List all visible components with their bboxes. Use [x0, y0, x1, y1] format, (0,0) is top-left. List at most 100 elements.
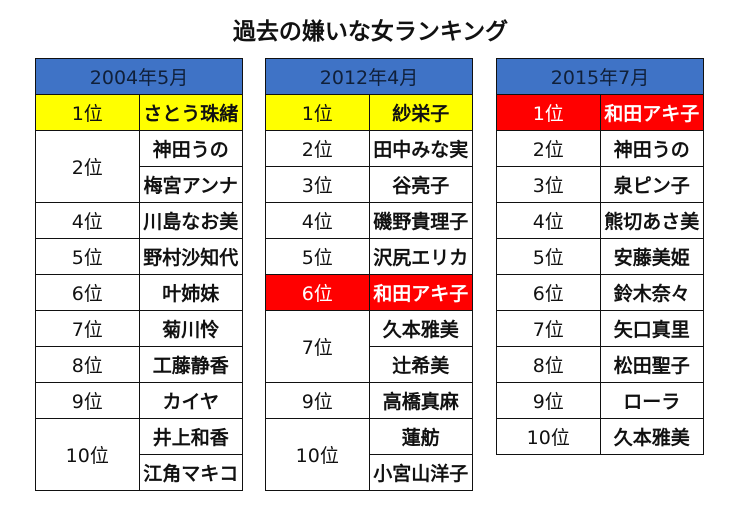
rank-row: 8位 工藤静香 — [35, 346, 243, 383]
ranking-table: 2015年7月 1位 和田アキ子 2位 神田うの 3位 泉ピン子 4位 熊切あさ美 5位 安藤美姫 6… — [496, 58, 704, 455]
name-cell: 小宮山洋子 — [368, 454, 473, 491]
rank-cell: 1位 — [496, 94, 601, 131]
rank-row: 5位 沢尻エリカ — [265, 238, 473, 275]
rank-row: 2位 神田うの — [496, 130, 704, 167]
name-cell: 辻希美 — [368, 346, 473, 383]
rank-cell: 2位 — [35, 130, 140, 203]
rank-cell: 4位 — [496, 202, 601, 239]
rank-cell: 6位 — [265, 274, 370, 311]
header-row: 2015年7月 — [496, 58, 704, 95]
rank-cell: 4位 — [265, 202, 370, 239]
name-cell: 高橋真麻 — [368, 382, 473, 419]
rank-cell: 5位 — [496, 238, 601, 275]
rank-row: 10位 井上和香 — [35, 418, 243, 491]
rank-cell: 9位 — [496, 382, 601, 419]
rank-cell: 1位 — [35, 94, 140, 131]
ranking-table: 2004年5月 1位 さとう珠緒 2位 神田うの 梅宮アンナ 4位 川島なお美 5位 野村沙知代 6… — [35, 58, 243, 491]
rank-row: 1位 和田アキ子 — [496, 94, 704, 131]
name-cell: 谷亮子 — [368, 166, 473, 203]
name-cell: 泉ピン子 — [599, 166, 704, 203]
rank-row: 7位 菊川怜 — [35, 310, 243, 347]
header-cell: 2012年4月 — [265, 58, 473, 95]
rank-row: 2位 田中みな実 — [265, 130, 473, 167]
name-cell: 矢口真里 — [599, 310, 704, 347]
rank-row: 7位 矢口真里 — [496, 310, 704, 347]
rank-cell: 10位 — [496, 418, 601, 455]
rank-cell: 8位 — [496, 346, 601, 383]
rank-cell: 5位 — [35, 238, 140, 275]
rank-cell: 3位 — [265, 166, 370, 203]
rank-row: 4位 磯野貴理子 — [265, 202, 473, 239]
rank-row: 9位 高橋真麻 — [265, 382, 473, 419]
rank-cell: 10位 — [35, 418, 140, 491]
rank-row: 2位 神田うの — [35, 130, 243, 203]
rank-row: 6位 鈴木奈々 — [496, 274, 704, 311]
header-cell: 2004年5月 — [35, 58, 243, 95]
rank-row: 3位 谷亮子 — [265, 166, 473, 203]
rank-cell: 8位 — [35, 346, 140, 383]
rank-cell: 7位 — [496, 310, 601, 347]
rank-row: 7位 久本雅美 — [265, 310, 473, 383]
name-cell: 松田聖子 — [599, 346, 704, 383]
name-cell: 沢尻エリカ — [368, 238, 473, 275]
header-cell: 2015年7月 — [496, 58, 704, 95]
name-cell: 川島なお美 — [138, 202, 243, 239]
name-cell: 野村沙知代 — [138, 238, 243, 275]
rank-row: 4位 川島なお美 — [35, 202, 243, 239]
name-cell: 田中みな実 — [368, 130, 473, 167]
name-cell: 神田うの — [599, 130, 704, 167]
rank-row: 10位 久本雅美 — [496, 418, 704, 455]
rank-cell: 6位 — [35, 274, 140, 311]
name-cell: 江角マキコ — [138, 454, 243, 491]
name-cell: 神田うの — [138, 130, 243, 167]
rank-row: 8位 松田聖子 — [496, 346, 704, 383]
rank-row: 1位 紗栄子 — [265, 94, 473, 131]
header-row: 2004年5月 — [35, 58, 243, 95]
rank-cell: 2位 — [496, 130, 601, 167]
rank-cell: 5位 — [265, 238, 370, 275]
rank-row: 小宮山洋子 — [266, 454, 473, 491]
name-cell: 安藤美姫 — [599, 238, 704, 275]
name-cell: 井上和香 — [138, 418, 243, 455]
title: 過去の嫌いな女ランキング — [232, 19, 509, 45]
name-cell: 梅宮アンナ — [138, 166, 243, 203]
rank-row: 梅宮アンナ — [36, 166, 243, 203]
rank-row: 6位 和田アキ子 — [265, 274, 473, 311]
name-cell: 叶姉妹 — [138, 274, 243, 311]
rank-cell: 6位 — [496, 274, 601, 311]
rank-cell: 7位 — [35, 310, 140, 347]
rank-row: 9位 カイヤ — [35, 382, 243, 419]
rank-cell: 9位 — [265, 382, 370, 419]
rank-row: 3位 泉ピン子 — [496, 166, 704, 203]
name-cell: 工藤静香 — [138, 346, 243, 383]
name-cell: 和田アキ子 — [368, 274, 473, 311]
rank-row: 10位 蓮舫 — [265, 418, 473, 491]
rank-row: 6位 叶姉妹 — [35, 274, 243, 311]
ranking-table: 2012年4月 1位 紗栄子 2位 田中みな実 3位 谷亮子 4位 磯野貴理子 5位 沢尻エリカ 6位… — [265, 58, 473, 491]
rank-cell: 9位 — [35, 382, 140, 419]
rank-row: 9位 ローラ — [496, 382, 704, 419]
rank-cell: 10位 — [265, 418, 370, 491]
rank-row: 1位 さとう珠緒 — [35, 94, 243, 131]
rank-cell: 4位 — [35, 202, 140, 239]
name-cell: さとう珠緒 — [138, 94, 243, 131]
rank-cell: 3位 — [496, 166, 601, 203]
rank-row: 5位 安藤美姫 — [496, 238, 704, 275]
name-cell: 磯野貴理子 — [368, 202, 473, 239]
name-cell: 紗栄子 — [368, 94, 473, 131]
name-cell: 久本雅美 — [599, 418, 704, 455]
header-row: 2012年4月 — [265, 58, 473, 95]
name-cell: 熊切あさ美 — [599, 202, 704, 239]
rank-row: 4位 熊切あさ美 — [496, 202, 704, 239]
name-cell: 久本雅美 — [368, 310, 473, 347]
rank-row: 江角マキコ — [36, 454, 243, 491]
name-cell: カイヤ — [138, 382, 243, 419]
name-cell: 和田アキ子 — [599, 94, 704, 131]
name-cell: ローラ — [599, 382, 704, 419]
name-cell: 鈴木奈々 — [599, 274, 704, 311]
rank-cell: 2位 — [265, 130, 370, 167]
rank-cell: 7位 — [265, 310, 370, 383]
rank-cell: 1位 — [265, 94, 370, 131]
name-cell: 菊川怜 — [138, 310, 243, 347]
